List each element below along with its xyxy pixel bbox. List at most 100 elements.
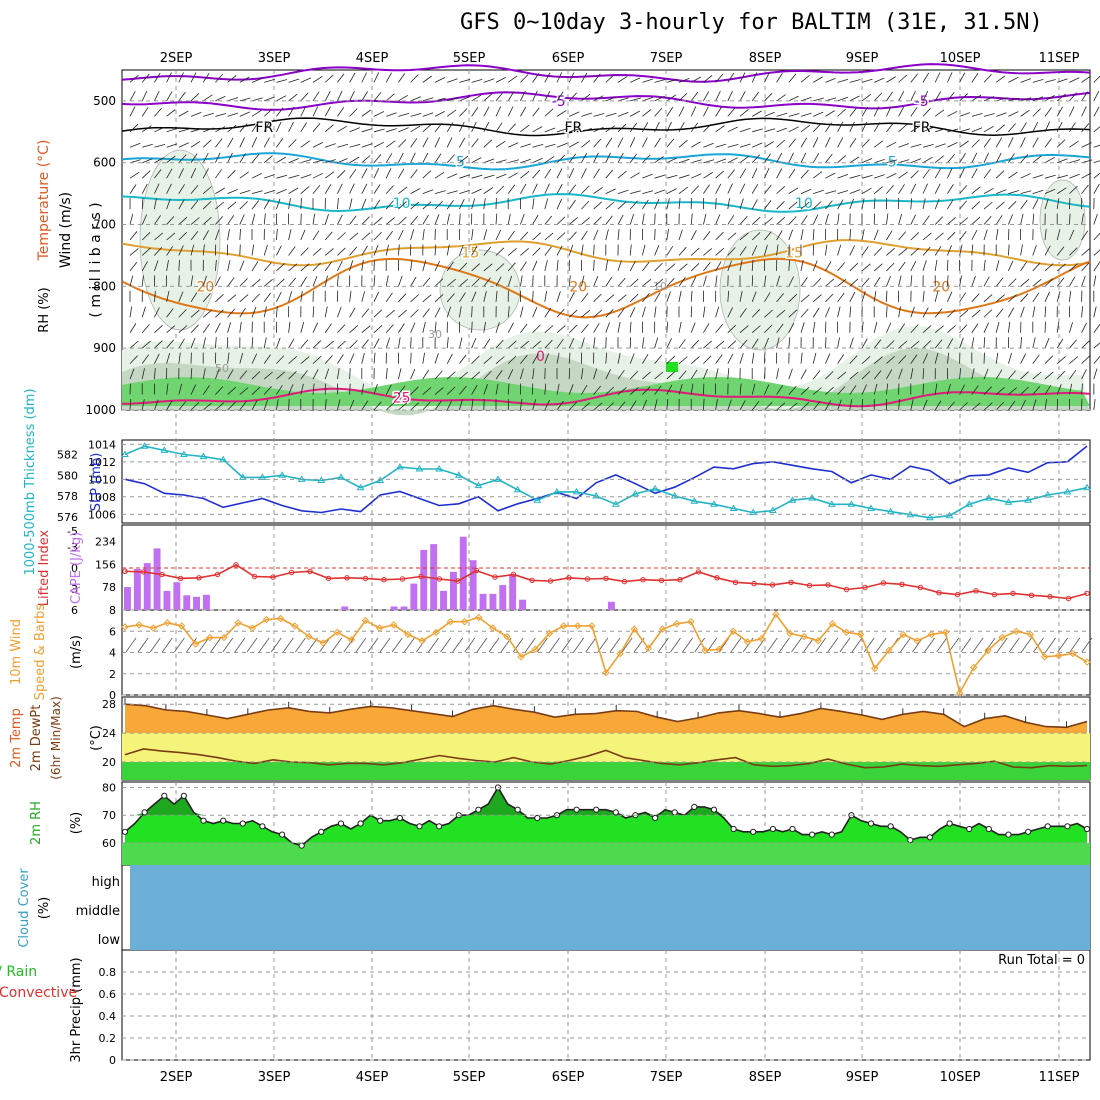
- wind-barb: [764, 72, 770, 83]
- wind-barb: [922, 353, 928, 364]
- wind-barb: [263, 399, 269, 411]
- wind-barb: [1056, 93, 1066, 102]
- wind-barb: [507, 369, 514, 380]
- cape-bar: [410, 583, 418, 610]
- surface-wind-barb: [682, 637, 693, 653]
- wind-barb: [349, 399, 355, 411]
- wind-barb: [593, 201, 603, 210]
- wind-barb: [947, 338, 954, 349]
- wind-barb: [312, 369, 319, 380]
- wind-barb: [495, 339, 504, 349]
- wind-barb: [849, 278, 859, 287]
- slp-tick-label: 1006: [88, 508, 116, 521]
- wind-barb: [507, 322, 514, 333]
- wind-barb: [410, 276, 417, 287]
- wind-barb: [276, 107, 284, 117]
- wind-barb: [813, 111, 824, 117]
- wind-barb: [703, 368, 708, 380]
- wind-barb: [837, 190, 849, 195]
- wind-barb: [337, 354, 344, 364]
- surface-wind-barb: [222, 637, 234, 653]
- thickness-line-marker: [631, 489, 640, 497]
- wind-barb: [910, 260, 917, 272]
- wind-barb: [666, 371, 676, 380]
- wind-barb: [178, 338, 185, 349]
- wind-barb: [556, 338, 564, 349]
- wind-tick-label: 6: [109, 625, 116, 638]
- wind-barb: [361, 352, 365, 364]
- wind-barb: [837, 121, 844, 133]
- wind-barb: [996, 97, 1007, 102]
- wind-barb: [178, 352, 181, 364]
- wind-barb: [788, 402, 798, 411]
- thickness-line-marker: [690, 497, 699, 504]
- wind-barb: [788, 152, 794, 163]
- wind-barb: [727, 307, 733, 318]
- wind-barb: [154, 183, 160, 194]
- wind-barb: [507, 383, 510, 395]
- wind-barb: [520, 106, 527, 117]
- wind-barb: [703, 398, 705, 411]
- wind-barb: [1044, 321, 1046, 333]
- wind-barb: [215, 229, 220, 241]
- thickness-line-marker: [729, 504, 738, 511]
- wind-barb: [1069, 322, 1073, 333]
- wind-barb: [446, 122, 454, 133]
- wind-barb: [739, 216, 748, 225]
- wind-barb: [715, 368, 719, 380]
- wind-barb: [520, 340, 530, 349]
- wind-barb: [520, 170, 530, 179]
- wind-barb: [581, 402, 590, 411]
- wind-barb: [239, 153, 246, 163]
- wind-barb: [422, 260, 427, 272]
- wind-barb: [337, 247, 346, 256]
- wind-barb: [922, 325, 932, 334]
- wind-barb: [276, 95, 287, 102]
- wind-barb: [227, 229, 230, 241]
- wind-barb: [178, 401, 187, 411]
- wind-speed-marker: [828, 620, 837, 628]
- x-tick-label-bottom: 10SEP: [940, 1070, 981, 1085]
- wind-barb: [1032, 385, 1041, 395]
- wind-barb: [337, 90, 343, 102]
- wind-barb: [410, 309, 419, 318]
- wind-barb: [776, 112, 788, 117]
- lifted-index-marker: [362, 575, 369, 582]
- wind-barb: [300, 174, 312, 179]
- wind-barb: [800, 277, 808, 287]
- wind-barb: [324, 74, 334, 83]
- surface-wind-barb: [198, 637, 209, 653]
- x-tick-label-top: 11SEP: [1039, 51, 1080, 66]
- wind-barb: [227, 124, 237, 133]
- wind-barb: [947, 309, 956, 318]
- wind-barb: [410, 125, 421, 133]
- wind-barb: [605, 309, 614, 318]
- wind-barb: [678, 106, 685, 117]
- wind-barb: [861, 277, 870, 287]
- wind-barb: [251, 244, 255, 256]
- wind-barb: [898, 340, 908, 349]
- wind-barb: [373, 216, 383, 225]
- wind-barb: [556, 308, 565, 318]
- wind-barb: [166, 383, 169, 395]
- wind-barb: [910, 158, 922, 164]
- wind-barb: [739, 325, 749, 334]
- wind-barb: [983, 201, 993, 210]
- wind-barb: [166, 109, 176, 117]
- wind-barb: [239, 171, 249, 179]
- wind-barb: [666, 384, 673, 395]
- wind-barb: [202, 72, 210, 83]
- wind-barb: [300, 229, 306, 241]
- wind-barb: [800, 260, 804, 271]
- wind-barb: [312, 262, 321, 272]
- wind-barb: [788, 201, 798, 210]
- wind-barb: [703, 75, 713, 83]
- wind-barb: [642, 386, 651, 395]
- wind-barb: [276, 337, 281, 349]
- wind-barb: [312, 383, 315, 395]
- cape-bar: [420, 549, 428, 610]
- wind-barb: [556, 183, 563, 194]
- wind-barb: [422, 369, 430, 380]
- wind-speed-marker: [786, 629, 794, 638]
- wind-barb: [483, 78, 495, 83]
